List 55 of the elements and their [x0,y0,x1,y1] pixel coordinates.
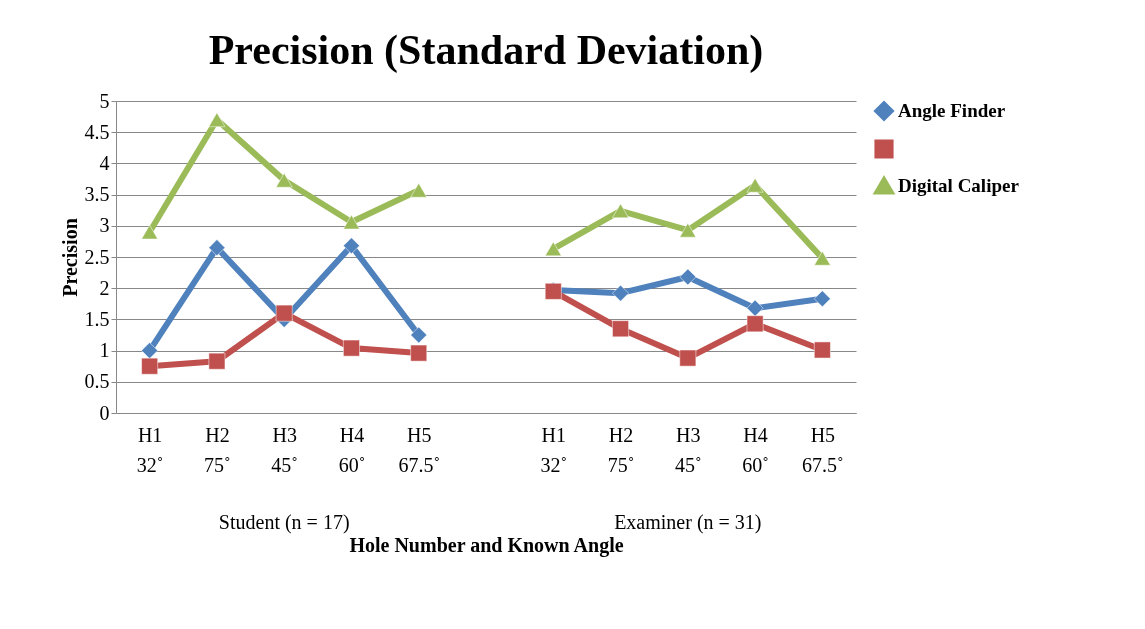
point [746,299,764,317]
point [814,251,831,266]
point [746,178,764,193]
point [814,341,831,359]
x-tick-label: H5 67.5˚ [398,423,441,476]
text: Examiner (n = 31) [614,511,762,534]
point [208,112,226,127]
x-axis-title: Hole Number and Known Angle [349,533,624,557]
point [343,214,360,230]
point [208,352,226,370]
point [612,284,629,302]
point [410,326,428,344]
point [141,224,158,240]
point [814,290,831,308]
point [410,344,428,362]
point [343,237,360,255]
point [410,183,428,198]
y-tick-label: 3.5 [84,183,110,206]
point [746,315,764,333]
point [612,320,629,338]
point [679,222,697,238]
x-tick-label: H3 45˚ [674,423,702,476]
y-tick-label: 3 [99,214,110,237]
point [679,349,697,367]
x-tick-label: H2 75˚ [607,423,635,476]
y-tick-label: 1.5 [84,307,110,330]
chart-title: Precision (Standard Deviation) [208,27,764,74]
legend-label: Digital Caliper [898,175,1020,196]
y-tick-label: 2 [99,276,110,299]
point [141,342,158,359]
point [275,173,293,188]
y-tick-label: 2.5 [84,245,110,268]
point [275,304,293,322]
y-tick-label: 0 [99,401,110,424]
point [208,239,226,256]
y-axis-title: Precision [58,218,81,297]
x-tick-label: H4 60˚ [338,423,366,476]
x-tick-label: H5 67.5˚ [802,423,844,476]
y-tick-label: 4.5 [84,120,110,143]
y-tick-label: 1 [99,339,110,362]
y-tick-label: 0.5 [84,370,110,393]
y-tick-label: 4 [99,151,110,174]
point [679,268,697,286]
x-tick-label: H3 45˚ [271,423,299,476]
point [141,357,158,375]
x-tick-label: H1 32˚ [540,423,568,476]
x-tick-label: H1 32˚ [136,423,164,476]
text: Student (n = 17) [218,511,350,534]
point [343,339,360,357]
y-tick-label: 5 [99,89,110,112]
point [612,203,629,219]
x-tick-label: H4 60˚ [742,423,769,476]
legend-label: Angle Finder [898,100,1006,121]
x-tick-label: H2 75˚ [204,423,231,476]
point [544,241,562,257]
